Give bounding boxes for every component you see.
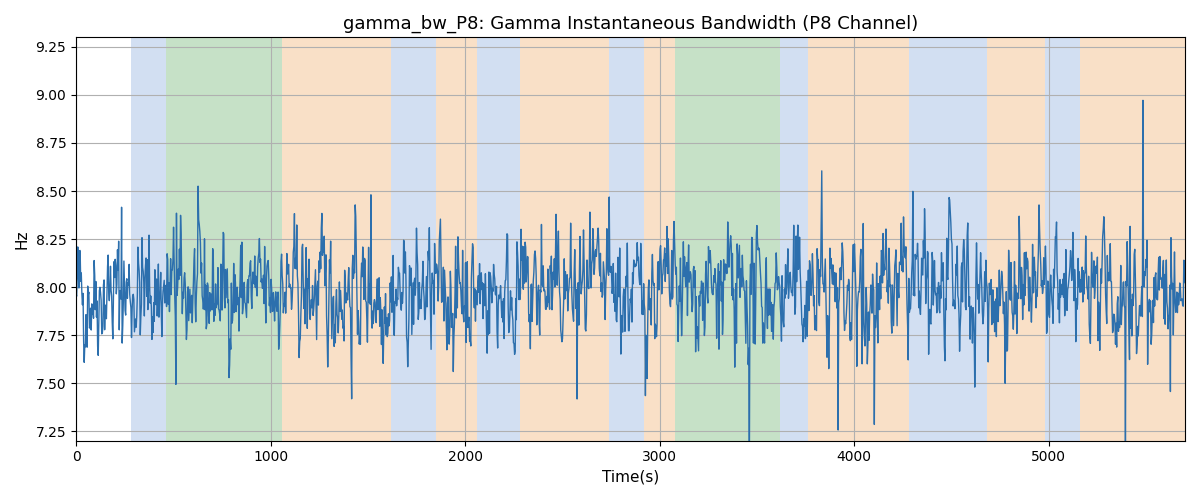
Bar	[986, 38, 1045, 440]
Bar	[282, 38, 391, 440]
Bar	[780, 38, 808, 440]
Bar	[808, 38, 908, 440]
Bar	[1045, 38, 1080, 440]
Bar	[1080, 38, 1186, 440]
Bar	[644, 38, 676, 440]
Bar	[391, 38, 436, 440]
Bar	[476, 38, 520, 440]
Bar	[166, 38, 282, 440]
Y-axis label: Hz: Hz	[14, 230, 30, 249]
Bar	[131, 38, 166, 440]
Bar	[676, 38, 780, 440]
Title: gamma_bw_P8: Gamma Instantaneous Bandwidth (P8 Channel): gamma_bw_P8: Gamma Instantaneous Bandwid…	[343, 15, 918, 34]
Bar	[520, 38, 610, 440]
Bar	[436, 38, 476, 440]
Bar	[610, 38, 644, 440]
X-axis label: Time(s): Time(s)	[602, 470, 659, 485]
Bar	[908, 38, 986, 440]
